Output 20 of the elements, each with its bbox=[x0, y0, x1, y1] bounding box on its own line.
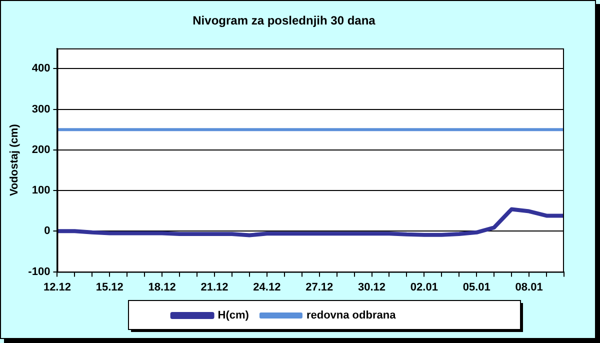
y-tick-label: 0 bbox=[44, 225, 50, 238]
legend-label: redovna odbrana bbox=[306, 310, 397, 322]
x-tick-label: 30.12 bbox=[358, 281, 386, 294]
y-tick-label: 300 bbox=[32, 103, 50, 116]
x-tick-label: 27.12 bbox=[306, 281, 334, 294]
y-axis-title: Vodostaj (cm) bbox=[8, 124, 21, 196]
x-tick-label: 18.12 bbox=[148, 281, 176, 294]
y-tick-label: -100 bbox=[28, 266, 50, 278]
x-tick-label: 05.01 bbox=[462, 281, 490, 294]
x-tick-label: 08.01 bbox=[515, 281, 543, 294]
x-tick-label: 02.01 bbox=[410, 281, 438, 294]
x-tick-label: 21.12 bbox=[200, 281, 228, 294]
legend-label: H(cm) bbox=[218, 310, 250, 322]
x-tick-label: 12.12 bbox=[43, 281, 71, 294]
x-tick-label: 24.12 bbox=[253, 281, 281, 294]
y-tick-label: 200 bbox=[32, 144, 50, 156]
y-tick-label: 100 bbox=[32, 184, 50, 197]
x-tick-label: 15.12 bbox=[96, 281, 124, 294]
y-tick-label: 400 bbox=[32, 62, 50, 75]
chart-title: Nivogram za poslednjih 30 dana bbox=[192, 14, 376, 28]
